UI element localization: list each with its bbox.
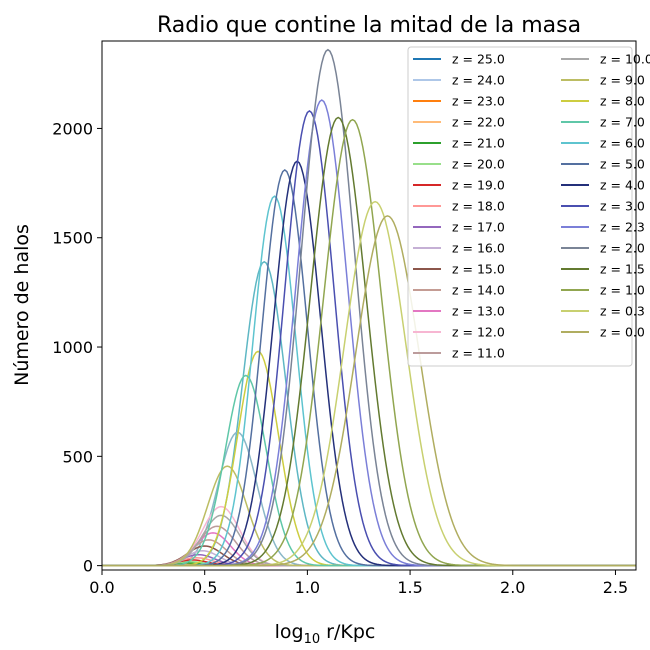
x-tick-label: 1.5 [397,578,422,597]
legend-label: z = 4.0 [600,178,645,193]
legend-label: z = 1.5 [600,262,645,277]
y-axis: 0 500 1000 1500 2000 [52,119,102,576]
legend-label: z = 3.0 [600,199,645,214]
legend-label: z = 16.0 [452,241,505,256]
legend-label: z = 19.0 [452,178,505,193]
y-tick-label: 500 [62,447,93,466]
series-line-z0-0 [102,215,636,567]
x-tick-label: 2.0 [500,578,525,597]
series-line-z8-0 [102,350,636,567]
extra-curve-1 [102,431,636,567]
y-tick-label: 1000 [52,338,93,357]
legend-label: z = 7.0 [600,115,645,130]
legend-label: z = 25.0 [452,52,505,67]
x-axis: 0.0 0.5 1.0 1.5 2.0 2.5 [89,570,628,597]
plot-frame [101,40,637,571]
legend-label: z = 1.0 [600,283,645,298]
x-axis-label-subscript: 10 [304,632,321,647]
x-tick-label: 0.5 [192,578,217,597]
x-axis-label: log10 r/Kpc [275,621,376,647]
legend-label: z = 20.0 [452,157,505,172]
y-axis-label: Número de halos [11,224,33,386]
legend-label: z = 9.0 [600,73,645,88]
x-tick-label: 2.5 [603,578,628,597]
legend-label: z = 17.0 [452,220,505,235]
legend-label: z = 24.0 [452,73,505,88]
y-tick-label: 1500 [52,229,93,248]
series-curves [102,48,636,567]
legend: z = 25.0 z = 24.0 z = 23.0 z = 22.0 z = 21.0… [407,46,650,367]
legend-label: z = 11.0 [452,346,505,361]
x-tick-label: 0.0 [89,578,114,597]
legend-label: z = 5.0 [600,157,645,172]
legend-label: z = 22.0 [452,115,505,130]
legend-label: z = 6.0 [600,136,645,151]
y-tick-label: 2000 [52,119,93,138]
legend-label: z = 2.0 [600,241,645,256]
legend-label: z = 8.0 [600,94,645,109]
chart-title: Radio que contine la mitad de la masa [157,13,581,38]
legend-label: z = 2.3 [600,220,645,235]
legend-label: z = 23.0 [452,94,505,109]
legend-label: z = 10.0 [600,52,650,67]
legend-label: z = 0.0 [600,325,645,340]
legend-label: z = 21.0 [452,136,505,151]
x-axis-label-suffix: r/Kpc [320,621,375,643]
legend-label: z = 14.0 [452,283,505,298]
x-tick-label: 1.0 [295,578,320,597]
x-axis-label-prefix: log [275,621,304,643]
legend-label: z = 0.3 [600,304,645,319]
legend-label: z = 18.0 [452,199,505,214]
legend-label: z = 13.0 [452,304,505,319]
legend-box [407,46,633,367]
y-tick-label: 0 [83,557,93,576]
legend-label: z = 15.0 [452,262,505,277]
legend-label: z = 12.0 [452,325,505,340]
